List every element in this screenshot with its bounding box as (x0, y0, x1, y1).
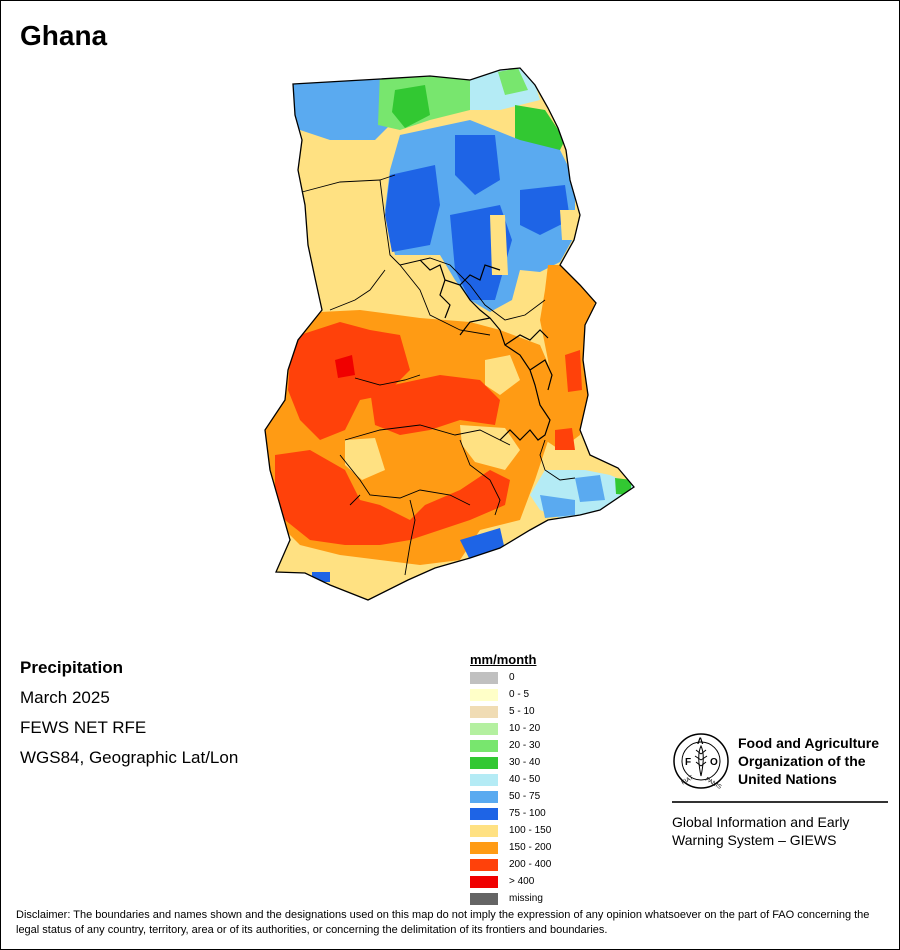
legend-swatch (470, 706, 498, 718)
legend-entry: > 400 (470, 875, 630, 892)
fao-name-line3: United Nations (738, 771, 837, 787)
legend-entry: 5 - 10 (470, 705, 630, 722)
fao-name-line2: Organization of the (738, 753, 866, 769)
legend-entry: 0 (470, 671, 630, 688)
legend-swatch (470, 825, 498, 837)
legend-entry: missing (470, 892, 630, 909)
legend-entry: 50 - 75 (470, 790, 630, 807)
legend-entry: 100 - 150 (470, 824, 630, 841)
fao-emblem-motto-fiat: FIAT (681, 775, 695, 787)
legend-label: > 400 (509, 876, 535, 887)
map-source: FEWS NET RFE (20, 718, 147, 737)
giews-name: Global Information and Early Warning Sys… (672, 813, 888, 849)
legend-title: mm/month (470, 652, 537, 667)
legend-swatch (470, 672, 498, 684)
fao-name-line1: Food and Agriculture (738, 735, 880, 751)
volta-lake (419, 259, 553, 441)
ghana-precipitation-map (264, 67, 635, 601)
map-title: Ghana (20, 20, 108, 51)
legend-entry: 200 - 400 (470, 858, 630, 875)
legend-swatch (470, 859, 498, 871)
legend-swatch (470, 689, 498, 701)
legend-label: 200 - 400 (509, 859, 552, 870)
legend-label: 0 - 5 (509, 689, 530, 700)
map-variable: Precipitation (20, 658, 123, 677)
legend-entry: 150 - 200 (470, 841, 630, 858)
legend-label: 40 - 50 (509, 774, 541, 785)
legend-entry: 0 - 5 (470, 688, 630, 705)
legend-swatch (470, 757, 498, 769)
giews-line1: Global Information and Early (672, 814, 850, 830)
fao-emblem-letter-f: F (685, 757, 691, 768)
legend-entry: 20 - 30 (470, 739, 630, 756)
legend-label: 75 - 100 (509, 808, 546, 819)
legend-swatch (470, 842, 498, 854)
region-boundaries (301, 174, 576, 576)
legend-label: 0 (509, 672, 515, 683)
legend-swatch (470, 723, 498, 735)
legend-swatch (470, 774, 498, 786)
legend-entries: 0 0 - 5 5 - 10 10 - 20 20 - 30 30 - 40 40 - 50… (470, 671, 630, 909)
disclaimer: Disclaimer: The boundaries and names sho… (16, 909, 870, 936)
precipitation-fill (265, 68, 634, 600)
legend-entry: 10 - 20 (470, 722, 630, 739)
legend-label: 150 - 200 (509, 842, 552, 853)
giews-line2: Warning System – GIEWS (672, 832, 837, 848)
legend-entry: 75 - 100 (470, 807, 630, 824)
legend-label: 10 - 20 (509, 723, 541, 734)
legend-swatch (470, 791, 498, 803)
legend-label: 50 - 75 (509, 791, 541, 802)
legend-swatch (470, 893, 498, 905)
legend-label: missing (509, 893, 543, 904)
legend-label: 20 - 30 (509, 740, 541, 751)
legend-label: 30 - 40 (509, 757, 541, 768)
map-period: March 2025 (20, 688, 110, 707)
legend: mm/month 0 0 - 5 5 - 10 10 - 20 20 - 30 30 - … (470, 652, 630, 909)
legend-swatch (470, 808, 498, 820)
legend-entry: 40 - 50 (470, 773, 630, 790)
legend-entry: 30 - 40 (470, 756, 630, 773)
legend-label: 100 - 150 (509, 825, 552, 836)
fao-emblem-letter-o: O (710, 757, 718, 768)
fao-name: Food and Agriculture Organization of the… (738, 734, 888, 788)
map-projection: WGS84, Geographic Lat/Lon (20, 748, 239, 767)
legend-swatch (470, 740, 498, 752)
fao-emblem-letter-a: A (697, 736, 704, 746)
fao-divider (672, 801, 888, 803)
fao-emblem: F A O FIAT PANIS (673, 733, 729, 790)
legend-label: 5 - 10 (509, 706, 535, 717)
legend-swatch (470, 876, 498, 888)
